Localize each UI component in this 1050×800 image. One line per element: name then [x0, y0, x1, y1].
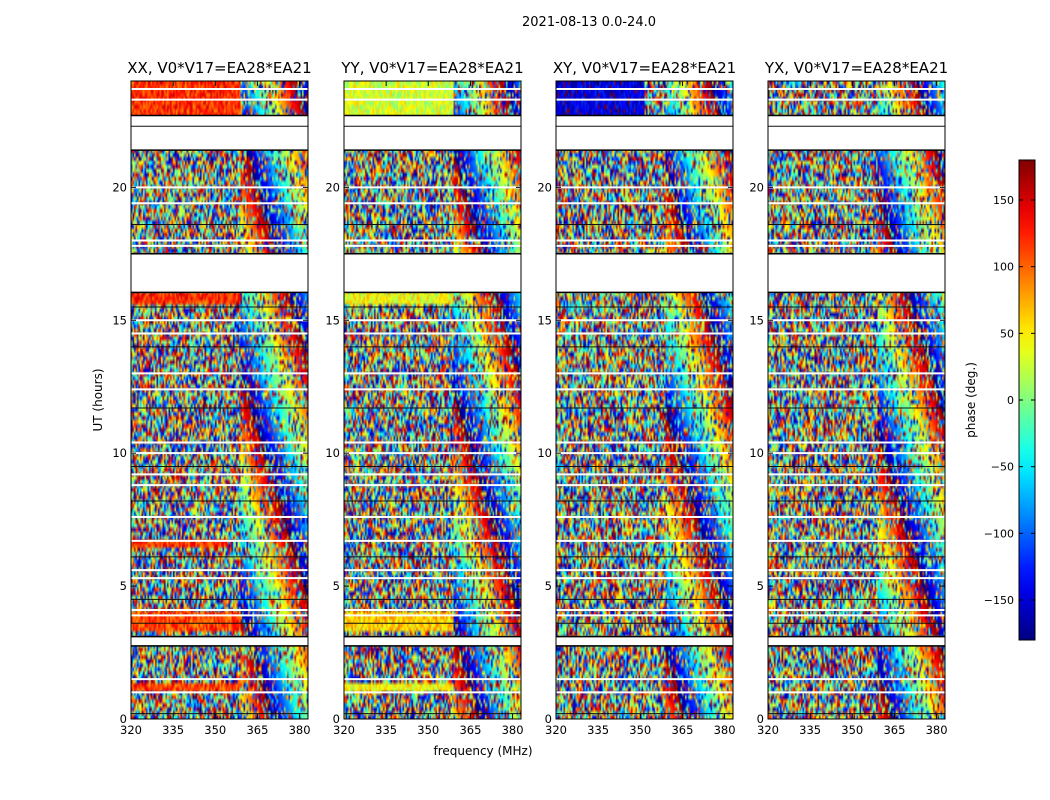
- panel-title: XY, V0*V17=EA28*EA21: [553, 59, 736, 77]
- y-tick-label: 15: [325, 313, 340, 327]
- x-tick-label: 380: [714, 723, 736, 737]
- colorbar-tick-label: 100: [993, 261, 1014, 274]
- y-tick-label: 0: [757, 712, 764, 726]
- x-tick-label: 350: [841, 723, 863, 737]
- x-tick-label: 320: [545, 723, 567, 737]
- y-tick-label: 5: [757, 579, 764, 593]
- panel-2: YY, V0*V17=EA28*EA21 320 335 350 365 380 0 5 10 1…: [325, 59, 532, 758]
- flagged-gap: [131, 636, 308, 646]
- y-tick-label: 0: [545, 712, 552, 726]
- panel-4: YX, V0*V17=EA28*EA21 320 335 350 365 380 0 5 10 1…: [749, 59, 948, 737]
- axes-frame: [767, 80, 946, 720]
- colorbar-tick-label: 50: [1000, 327, 1014, 340]
- flagged-gap: [556, 115, 733, 151]
- x-tick-label: 320: [757, 723, 779, 737]
- x-tick-label: 335: [799, 723, 821, 737]
- y-axis-label: UT (hours): [91, 368, 105, 431]
- panel-title: YY, V0*V17=EA28*EA21: [340, 59, 523, 77]
- x-axis-label: frequency (MHz): [433, 744, 532, 758]
- flagged-gap: [344, 636, 521, 646]
- x-tick-label: 335: [587, 723, 609, 737]
- y-tick-label: 20: [537, 180, 552, 194]
- y-tick-label: 0: [333, 712, 340, 726]
- panel-title: YX, V0*V17=EA28*EA21: [764, 59, 948, 77]
- y-tick-label: 20: [749, 180, 764, 194]
- x-tick-label: 335: [375, 723, 397, 737]
- y-tick-label: 10: [749, 446, 764, 460]
- axes-frame: [130, 80, 309, 720]
- y-tick-label: 5: [333, 579, 340, 593]
- colorbar-tick-label: 150: [993, 194, 1014, 207]
- x-tick-label: 365: [246, 723, 268, 737]
- y-tick-label: 10: [325, 446, 340, 460]
- x-tick-label: 350: [629, 723, 651, 737]
- x-tick-label: 335: [162, 723, 184, 737]
- x-tick-label: 365: [671, 723, 693, 737]
- flagged-gap: [131, 115, 308, 151]
- x-tick-label: 380: [289, 723, 311, 737]
- x-tick-label: 320: [333, 723, 355, 737]
- y-tick-label: 5: [545, 579, 552, 593]
- panel-1: XX, V0*V17=EA28*EA21 320 335 350 365 380 0 5 10 1…: [91, 59, 312, 737]
- flagged-gap: [344, 253, 521, 293]
- x-tick-label: 380: [926, 723, 948, 737]
- colorbar: 150 100 50 0 −50 −100 −150 phase (deg.): [964, 159, 1036, 641]
- y-tick-label: 15: [749, 313, 764, 327]
- x-tick-label: 350: [417, 723, 439, 737]
- colorbar-tick-label: −150: [984, 594, 1014, 607]
- y-tick-label: 20: [325, 180, 340, 194]
- flagged-gap: [556, 253, 733, 293]
- colorbar-tick-label: −50: [991, 461, 1014, 474]
- y-tick-label: 15: [537, 313, 552, 327]
- x-tick-label: 365: [459, 723, 481, 737]
- y-tick-label: 20: [112, 180, 127, 194]
- flagged-gap: [768, 636, 945, 646]
- axes-frame: [343, 80, 522, 720]
- axes-frame: [555, 80, 734, 720]
- y-tick-label: 15: [112, 313, 127, 327]
- x-tick-label: 350: [204, 723, 226, 737]
- panels: XX, V0*V17=EA28*EA21 320 335 350 365 380 0 5 10 1…: [91, 59, 948, 758]
- flagged-gap: [344, 115, 521, 151]
- flagged-gap: [768, 253, 945, 293]
- y-tick-label: 10: [112, 446, 127, 460]
- colorbar-label: phase (deg.): [964, 362, 978, 438]
- x-tick-label: 365: [883, 723, 905, 737]
- figure-title: 2021-08-13 0.0-24.0: [522, 15, 656, 30]
- y-tick-label: 10: [537, 446, 552, 460]
- colorbar-tick-label: 0: [1007, 394, 1014, 407]
- colorbar-tick-label: −100: [984, 527, 1014, 540]
- flagged-gap: [768, 115, 945, 151]
- x-tick-label: 320: [120, 723, 142, 737]
- flagged-gap: [131, 253, 308, 293]
- y-tick-label: 5: [120, 579, 127, 593]
- panel-3: XY, V0*V17=EA28*EA21 320 335 350 365 380 0 5 10 1…: [537, 59, 736, 737]
- flagged-gap: [556, 636, 733, 646]
- y-tick-label: 0: [120, 712, 127, 726]
- panel-title: XX, V0*V17=EA28*EA21: [127, 59, 311, 77]
- x-tick-label: 380: [502, 723, 524, 737]
